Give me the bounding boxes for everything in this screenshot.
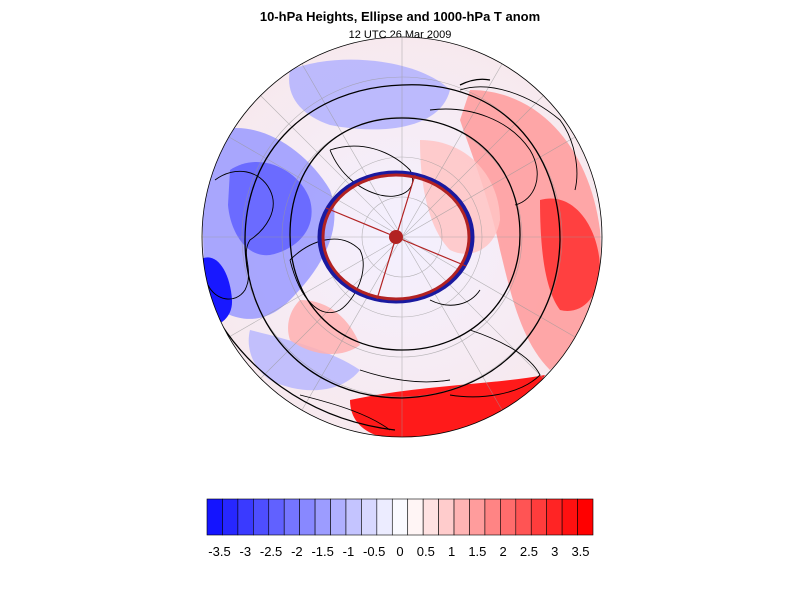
colorbar-box bbox=[206, 498, 223, 536]
colorbar-box bbox=[577, 498, 594, 536]
colorbar-box bbox=[330, 498, 347, 536]
colorbar-box bbox=[268, 498, 285, 536]
colorbar-boxes bbox=[206, 498, 594, 536]
colorbar-tick-label: -2.5 bbox=[260, 544, 282, 559]
colorbar-box bbox=[530, 498, 547, 536]
ellipse-center-marker bbox=[389, 230, 403, 244]
colorbar-box bbox=[438, 498, 455, 536]
colorbar-box bbox=[391, 498, 409, 536]
colorbar-box bbox=[515, 498, 532, 536]
colorbar-tick-label: 3 bbox=[551, 544, 558, 559]
colorbar-tick-label: 3.5 bbox=[571, 544, 589, 559]
colorbar-tick-label: -2 bbox=[291, 544, 303, 559]
colorbar-tick-label: 0 bbox=[396, 544, 403, 559]
map-subtitle: 12 UTC 26 Mar 2009 bbox=[348, 29, 452, 41]
colorbar-tick-label: -3.5 bbox=[208, 544, 230, 559]
colorbar-tick-label: 1 bbox=[448, 544, 455, 559]
colorbar-box bbox=[237, 498, 254, 536]
colorbar-tick-label: 2.5 bbox=[520, 544, 538, 559]
colorbar-box bbox=[561, 498, 578, 536]
colorbar-box bbox=[376, 498, 393, 536]
colorbar-box bbox=[299, 498, 316, 536]
colorbar-box bbox=[253, 498, 270, 536]
colorbar-box bbox=[407, 498, 424, 536]
colorbar-tick-label: -3 bbox=[240, 544, 252, 559]
colorbar-box bbox=[546, 498, 563, 536]
colorbar-box bbox=[222, 498, 239, 536]
coastlines bbox=[207, 86, 578, 431]
vortex-ellipse bbox=[317, 170, 475, 304]
warm-anomaly-center bbox=[420, 140, 500, 254]
colorbar-box bbox=[422, 498, 439, 536]
colorbar-box bbox=[283, 498, 300, 536]
colorbar-box bbox=[345, 498, 362, 536]
colorbar-tick-label: 1.5 bbox=[468, 544, 486, 559]
colorbar-tick-label: -0.5 bbox=[363, 544, 385, 559]
colorbar-tick-label: 2 bbox=[500, 544, 507, 559]
colorbar-tick-label: -1.5 bbox=[311, 544, 333, 559]
colorbar-box bbox=[453, 498, 470, 536]
colorbar-tick-label: 0.5 bbox=[417, 544, 435, 559]
colorbar-box bbox=[361, 498, 378, 536]
colorbar-tick-label: -1 bbox=[343, 544, 355, 559]
cold-anomaly-pacific bbox=[248, 330, 360, 391]
colorbar-box bbox=[314, 498, 331, 536]
map-title: 10-hPa Heights, Ellipse and 1000-hPa T a… bbox=[259, 9, 541, 24]
warm-anomaly-south bbox=[350, 375, 545, 437]
temperature-anomaly-field bbox=[202, 37, 602, 437]
colorbar-box bbox=[484, 498, 501, 536]
ellipse-axes bbox=[325, 174, 467, 300]
colorbar-tick-labels: -3.5 -3 -2.5 -2 -1.5 -1 -0.5 0 0.5 1 1.5 2 2.5 3 3.5 bbox=[208, 544, 589, 559]
ellipse-inner-ring bbox=[321, 173, 471, 301]
cold-anomaly-core bbox=[228, 161, 312, 256]
colorbar-box bbox=[469, 498, 486, 536]
colorbar-box bbox=[500, 498, 517, 536]
ellipse-outer-ring bbox=[317, 170, 475, 304]
globe-outline bbox=[201, 36, 603, 438]
